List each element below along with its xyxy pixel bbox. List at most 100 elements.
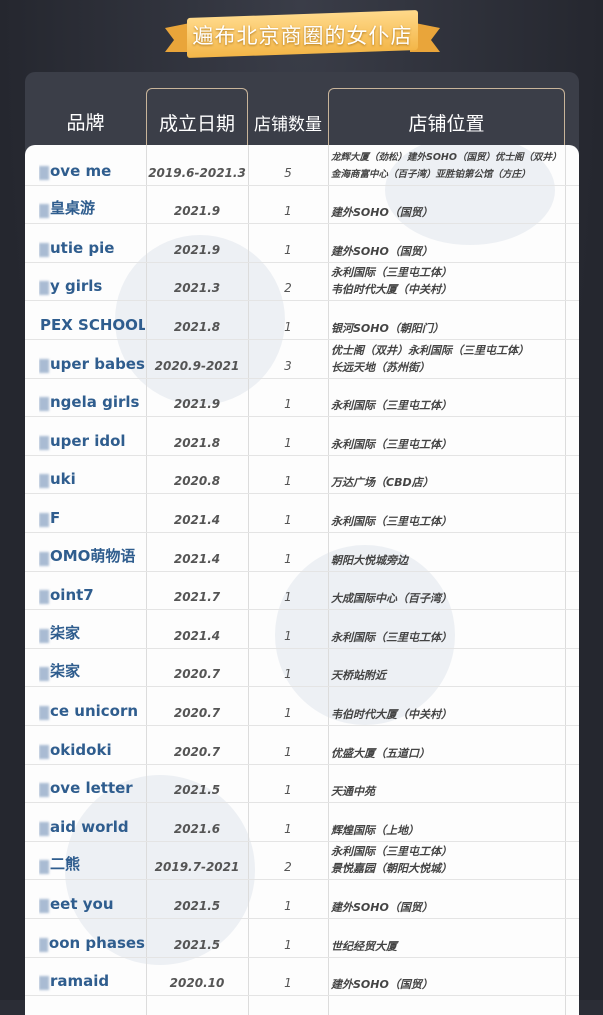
location-line: 韦伯时代大厦（中关村） [331,707,452,721]
brand-cell: ce unicorn [39,687,145,725]
blurred-prefix [39,937,48,952]
brand-cell: ove me [39,147,145,185]
banner-title: 遍布北京商圈的女仆店 [192,24,413,48]
brand-cell: oint7 [39,572,145,610]
brand-name: okidoki [50,740,112,759]
brand-cell: uper idol [39,417,145,455]
count-cell: 1 [284,744,292,759]
table-row: PEX SCHOOL 2021.8 1 银河SOHO（朝阳门） [25,301,579,340]
location-line: 金海商富中心（百子湾）亚胜铂第公馆（方庄） [331,168,531,180]
table-row: ce unicorn 2020.7 1 韦伯时代大厦（中关村） [25,687,579,726]
blurred-prefix [39,744,49,759]
date-cell: 2020.7 [173,667,221,682]
count-cell: 1 [284,705,292,720]
table-row: F 2021.4 1 永利国际（三里屯工体） [25,494,579,533]
location-cell: 朝阳大悦城旁边 [331,533,565,571]
count-cell: 2 [284,860,292,875]
brand-name: ove letter [50,779,133,798]
table-row: 二熊 2019.7-2021 2 永利国际（三里屯工体） 景悦嘉园（朝阳大悦城） [25,842,579,881]
brand-cell: aid world [39,803,145,841]
brand-cell: ramaid [39,958,145,996]
brand-name: uki [50,470,76,489]
count-cell: 1 [284,204,292,219]
location-line: 建外SOHO（国贸） [331,244,433,258]
brand-name: utie pie [50,238,115,257]
brand-name: 二熊 [50,855,81,874]
brand-cell: ove letter [39,765,145,803]
column-divider [328,145,329,1015]
location-cell: 天通中苑 [331,765,565,803]
date-cell: 2021.6 [173,821,221,836]
table-row: uper idol 2021.8 1 永利国际（三里屯工体） [25,417,579,456]
blurred-prefix [39,667,49,682]
table-row: eet you 2021.5 1 建外SOHO（国贸） [25,880,579,919]
column-divider [146,145,147,1015]
table-row: ramaid 2020.10 1 建外SOHO（国贸） [25,958,579,997]
brand-name: ngela girls [50,393,140,412]
location-cell: 世纪经贸大厦 [331,919,565,957]
brand-cell: okidoki [39,726,145,764]
column-divider [565,145,566,1015]
table-header: 品牌 成立日期 店铺数量 店铺位置 [25,72,579,216]
table-row: okidoki 2020.7 1 优盛大厦（五道口） [25,726,579,765]
brand-cell: 柒家 [39,610,145,648]
location-cell: 建外SOHO（国贸） [331,186,565,224]
brand-cell: eet you [39,880,145,918]
location-cell: 天桥站附近 [331,649,565,687]
table-row: ove me 2019.6-2021.3 5 龙辉大厦（劲松）建外SOHO（国贸）优士… [25,147,579,186]
table-row: utie pie 2021.9 1 建外SOHO（国贸） [25,224,579,263]
location-line: 长远天地（苏州街） [331,360,430,374]
location-line: 永利国际（三里屯工体） [331,437,452,451]
brand-cell: OMO萌物语 [39,533,145,571]
location-cell: 永利国际（三里屯工体） [331,494,565,532]
table-row: 柒家 2020.7 1 天桥站附近 [25,649,579,688]
brand-name: ove me [50,161,112,180]
date-cell: 2021.5 [173,783,221,798]
location-line: 辉煌国际（上地） [331,823,419,837]
date-cell: 2021.9 [173,397,221,412]
blurred-prefix [39,474,49,489]
blurred-prefix [39,165,49,180]
brand-name: 皇桌游 [50,199,96,218]
brand-name: eet you [50,894,114,913]
table-row: 皇桌游 2021.9 1 建外SOHO（国贸） [25,186,579,225]
brand-cell: 二熊 [39,842,145,880]
blurred-prefix [39,435,49,450]
blurred-prefix [39,898,49,913]
date-cell: 2019.6-2021.3 [148,165,246,180]
date-cell: 2020.10 [169,976,225,991]
location-cell: 韦伯时代大厦（中关村） [331,687,565,725]
location-line: 银河SOHO（朝阳门） [331,321,444,335]
location-line: 天桥站附近 [331,669,386,683]
brand-name: y girls [50,277,103,296]
blurred-prefix [39,628,49,643]
brand-name: 柒家 [50,662,81,681]
brand-cell: uper babes [39,340,145,378]
location-cell: 辉煌国际（上地） [331,803,565,841]
count-cell: 1 [284,667,292,682]
watermark-logo [65,775,255,965]
brand-name: oon phases [48,933,145,952]
watermark-logo [275,545,455,725]
location-line: 永利国际（三里屯工体） [331,266,452,280]
location-line: 永利国际（三里屯工体） [331,514,452,528]
brand-cell: utie pie [39,224,145,262]
location-cell: 优盛大厦（五道口） [331,726,565,764]
table-row: uki 2020.8 1 万达广场（CBD店） [25,456,579,495]
date-cell: 2021.5 [173,898,221,913]
date-cell: 2021.5 [173,937,221,952]
count-cell: 1 [284,590,292,605]
table-row: ngela girls 2021.9 1 永利国际（三里屯工体） [25,379,579,418]
location-line: 万达广场（CBD店） [331,476,434,490]
count-cell: 1 [284,397,292,412]
location-line: 建外SOHO（国贸） [331,900,433,914]
table-row: oint7 2021.7 1 大成国际中心（百子湾） [25,572,579,611]
brand-name: aid world [50,817,129,836]
table-row: 柒家 2021.4 1 永利国际（三里屯工体） [25,610,579,649]
location-line: 优盛大厦（五道口） [331,746,430,760]
brand-cell: oon phases [39,919,145,957]
location-cell: 银河SOHO（朝阳门） [331,301,565,339]
table-row: OMO萌物语 2021.4 1 朝阳大悦城旁边 [25,533,579,572]
brand-cell: PEX SCHOOL [39,301,145,339]
blurred-prefix [39,358,49,373]
